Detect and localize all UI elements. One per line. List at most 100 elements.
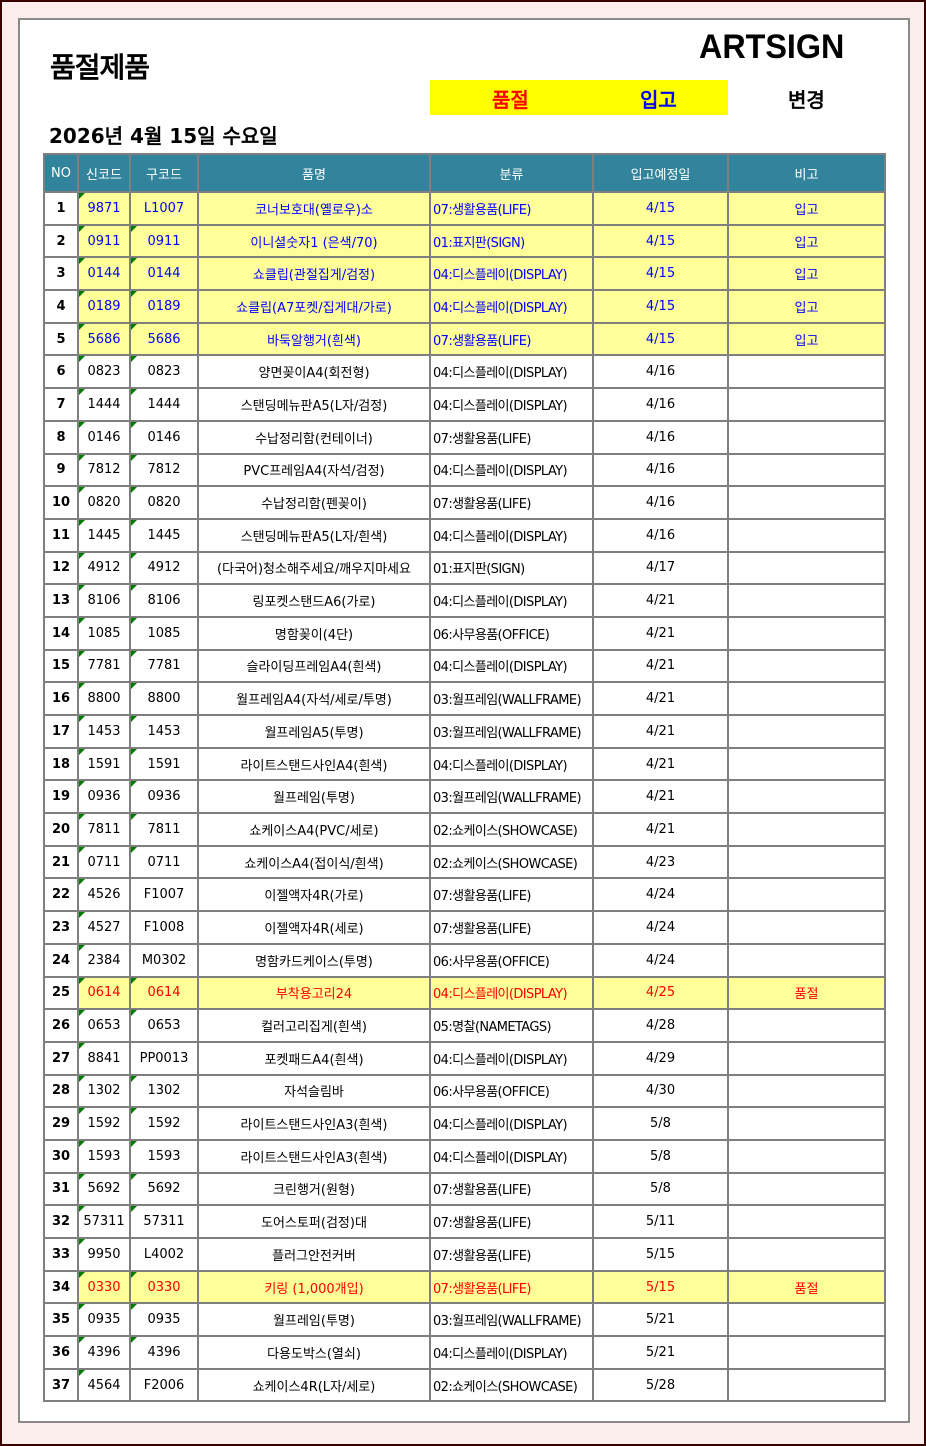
new-code[interactable]: 0820 [77, 485, 131, 520]
category[interactable]: 07:생활용품(LIFE) [429, 877, 594, 913]
category[interactable]: 07:생활용품(LIFE) [429, 485, 594, 520]
old-code[interactable]: 7811 [129, 812, 199, 847]
category[interactable]: 06:사무용품(OFFICE) [429, 1073, 594, 1109]
product-name[interactable]: 이니셜숫자1 (은색/70) [197, 223, 431, 259]
category[interactable]: 05:명찰(NAMETAGS) [429, 1008, 594, 1043]
new-code[interactable]: 1591 [77, 746, 131, 782]
note[interactable] [727, 1040, 886, 1076]
old-code[interactable]: 0146 [129, 419, 199, 455]
new-code[interactable]: 7781 [77, 648, 131, 684]
note[interactable] [727, 681, 886, 716]
arrival-date[interactable]: 4/16 [592, 387, 729, 422]
category[interactable]: 04:디스플레이(DISPLAY) [429, 1040, 594, 1076]
product-name[interactable]: 쇼케이스A4(접이식/흰색) [197, 844, 431, 880]
row-number[interactable]: 32 [43, 1204, 79, 1239]
note[interactable]: 입고 [727, 191, 886, 226]
column-header[interactable]: 입고예정일 [592, 153, 729, 193]
category[interactable]: 04:디스플레이(DISPLAY) [429, 289, 594, 324]
old-code[interactable]: 0330 [129, 1269, 199, 1305]
row-number[interactable]: 3 [43, 256, 79, 292]
row-number[interactable]: 31 [43, 1171, 79, 1207]
note[interactable] [727, 419, 886, 455]
note[interactable] [727, 485, 886, 520]
arrival-date[interactable]: 4/21 [592, 648, 729, 684]
old-code[interactable]: 57311 [129, 1204, 199, 1239]
note[interactable] [727, 1073, 886, 1109]
row-number[interactable]: 2 [43, 223, 79, 259]
row-number[interactable]: 18 [43, 746, 79, 782]
row-number[interactable]: 25 [43, 975, 79, 1011]
old-code[interactable]: 0144 [129, 256, 199, 292]
product-name[interactable]: 포켓패드A4(흰색) [197, 1040, 431, 1076]
row-number[interactable]: 19 [43, 779, 79, 815]
old-code[interactable]: 1302 [129, 1073, 199, 1109]
category[interactable]: 02:쇼케이스(SHOWCASE) [429, 812, 594, 847]
new-code[interactable]: 0614 [77, 975, 131, 1011]
column-header[interactable]: NO [43, 153, 79, 193]
old-code[interactable]: F1008 [129, 910, 199, 945]
old-code[interactable]: 0823 [129, 354, 199, 390]
new-code[interactable]: 5692 [77, 1171, 131, 1207]
category[interactable]: 04:디스플레이(DISPLAY) [429, 746, 594, 782]
new-code[interactable]: 57311 [77, 1204, 131, 1239]
new-code[interactable]: 1445 [77, 517, 131, 553]
row-number[interactable]: 26 [43, 1008, 79, 1043]
row-number[interactable]: 27 [43, 1040, 79, 1076]
product-name[interactable]: 쇼클립(관절집게/검정) [197, 256, 431, 292]
product-name[interactable]: 라이트스탠드사인A3(흰색) [197, 1106, 431, 1141]
row-number[interactable]: 6 [43, 354, 79, 390]
category[interactable]: 03:월프레임(WALLFRAME) [429, 681, 594, 716]
note[interactable] [727, 517, 886, 553]
new-code[interactable]: 1592 [77, 1106, 131, 1141]
product-name[interactable]: 다용도박스(열쇠) [197, 1335, 431, 1370]
arrival-date[interactable]: 4/15 [592, 289, 729, 324]
note[interactable] [727, 1204, 886, 1239]
category[interactable]: 07:생활용품(LIFE) [429, 321, 594, 357]
category[interactable]: 04:디스플레이(DISPLAY) [429, 387, 594, 422]
row-number[interactable]: 24 [43, 942, 79, 978]
arrival-date[interactable]: 4/24 [592, 877, 729, 913]
arrival-date[interactable]: 4/21 [592, 583, 729, 618]
arrival-date[interactable]: 4/16 [592, 485, 729, 520]
note[interactable] [727, 1008, 886, 1043]
new-code[interactable]: 1444 [77, 387, 131, 422]
old-code[interactable]: 1445 [129, 517, 199, 553]
new-code[interactable]: 7812 [77, 452, 131, 488]
product-name[interactable]: 쇼케이스4R(L자/세로) [197, 1367, 431, 1403]
arrival-date[interactable]: 4/21 [592, 779, 729, 815]
note[interactable]: 입고 [727, 223, 886, 259]
row-number[interactable]: 16 [43, 681, 79, 716]
arrival-date[interactable]: 5/8 [592, 1171, 729, 1207]
row-number[interactable]: 22 [43, 877, 79, 913]
category[interactable]: 07:생활용품(LIFE) [429, 1237, 594, 1272]
row-number[interactable]: 23 [43, 910, 79, 945]
category[interactable]: 01:표지판(SIGN) [429, 550, 594, 586]
new-code[interactable]: 1453 [77, 714, 131, 749]
product-name[interactable]: 부착용고리24 [197, 975, 431, 1011]
product-name[interactable]: 라이트스탠드사인A4(흰색) [197, 746, 431, 782]
row-number[interactable]: 8 [43, 419, 79, 455]
category[interactable]: 03:월프레임(WALLFRAME) [429, 779, 594, 815]
arrival-date[interactable]: 4/24 [592, 942, 729, 978]
new-code[interactable]: 0330 [77, 1269, 131, 1305]
note[interactable] [727, 877, 886, 913]
category[interactable]: 04:디스플레이(DISPLAY) [429, 256, 594, 292]
new-code[interactable]: 9871 [77, 191, 131, 226]
category[interactable]: 07:생활용품(LIFE) [429, 1204, 594, 1239]
new-code[interactable]: 1593 [77, 1138, 131, 1174]
product-name[interactable]: 월프레임(투명) [197, 779, 431, 815]
row-number[interactable]: 33 [43, 1237, 79, 1272]
note[interactable] [727, 1106, 886, 1141]
old-code[interactable]: PP0013 [129, 1040, 199, 1076]
column-header[interactable]: 비고 [727, 153, 886, 193]
product-name[interactable]: 양면꽂이A4(회전형) [197, 354, 431, 390]
old-code[interactable]: L1007 [129, 191, 199, 226]
note[interactable] [727, 1237, 886, 1272]
column-header[interactable]: 신코드 [77, 153, 131, 193]
product-name[interactable]: PVC프레임A4(자석/검정) [197, 452, 431, 488]
note[interactable] [727, 648, 886, 684]
old-code[interactable]: 0711 [129, 844, 199, 880]
new-code[interactable]: 5686 [77, 321, 131, 357]
row-number[interactable]: 29 [43, 1106, 79, 1141]
column-header[interactable]: 분류 [429, 153, 594, 193]
